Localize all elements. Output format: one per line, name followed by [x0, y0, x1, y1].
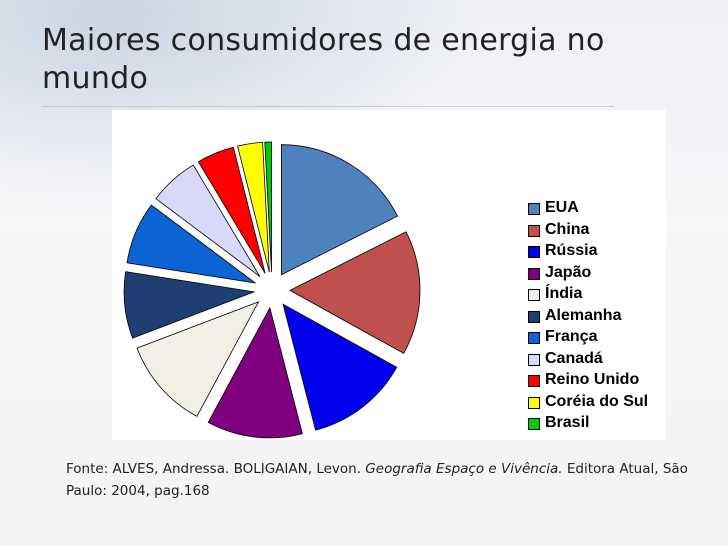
pie-slice-5: [123, 271, 256, 339]
legend-label: Japão: [545, 263, 592, 281]
pie-slice-9: [237, 141, 270, 273]
chart-legend: EUA China Rússia Japão Índia Alemanha França Ca…: [518, 193, 666, 439]
legend-swatch: [528, 396, 540, 409]
source-book-title: Geografia Espaço e Vivência.: [365, 461, 563, 477]
legend-swatch: [528, 353, 540, 366]
pie-slice-7: [155, 164, 261, 277]
legend-swatch: [528, 203, 540, 215]
legend-label: Brasil: [545, 414, 590, 431]
title-divider: [42, 106, 614, 107]
legend-label: Alemanha: [545, 306, 622, 324]
pie-slice-10: [264, 141, 272, 273]
pie-slice-0: [281, 144, 399, 276]
legend-swatch: [528, 375, 540, 387]
pie-slices: [123, 141, 421, 439]
pie-slice-1: [289, 231, 421, 354]
pie-slice-6: [126, 204, 256, 284]
source-citation: Fonte: ALVES, Andressa. BOLIGAIAN, Levon…: [66, 458, 706, 502]
legend-swatch: [528, 224, 540, 237]
legend-swatch: [528, 310, 540, 323]
pie-slice-3: [207, 306, 303, 439]
legend-label: Índia: [545, 285, 583, 302]
legend-swatch: [528, 267, 540, 280]
pie-slice-4: [136, 301, 260, 417]
legend-label: França: [545, 328, 598, 345]
source-suffix: Editora Atual, São Paulo: 2004, pag.168: [66, 461, 688, 499]
legend-swatch: [528, 246, 540, 258]
legend-label: EUA: [545, 199, 579, 216]
legend-label: Reino Unido: [545, 371, 640, 388]
legend-swatch: [528, 289, 540, 301]
legend-swatch: [528, 332, 540, 344]
legend-label: Coréia do Sul: [545, 392, 649, 410]
legend-swatch: [528, 418, 540, 430]
legend-label: China: [545, 220, 590, 238]
pie-slice-8: [197, 146, 266, 274]
pie-slice-2: [282, 303, 398, 431]
legend-label: Rússia: [545, 242, 598, 259]
slide-title: Maiores consumidores de energia no mundo: [42, 23, 605, 96]
source-prefix: Fonte: ALVES, Andressa. BOLIGAIAN, Levon…: [66, 461, 366, 477]
legend-label: Canadá: [545, 349, 603, 367]
